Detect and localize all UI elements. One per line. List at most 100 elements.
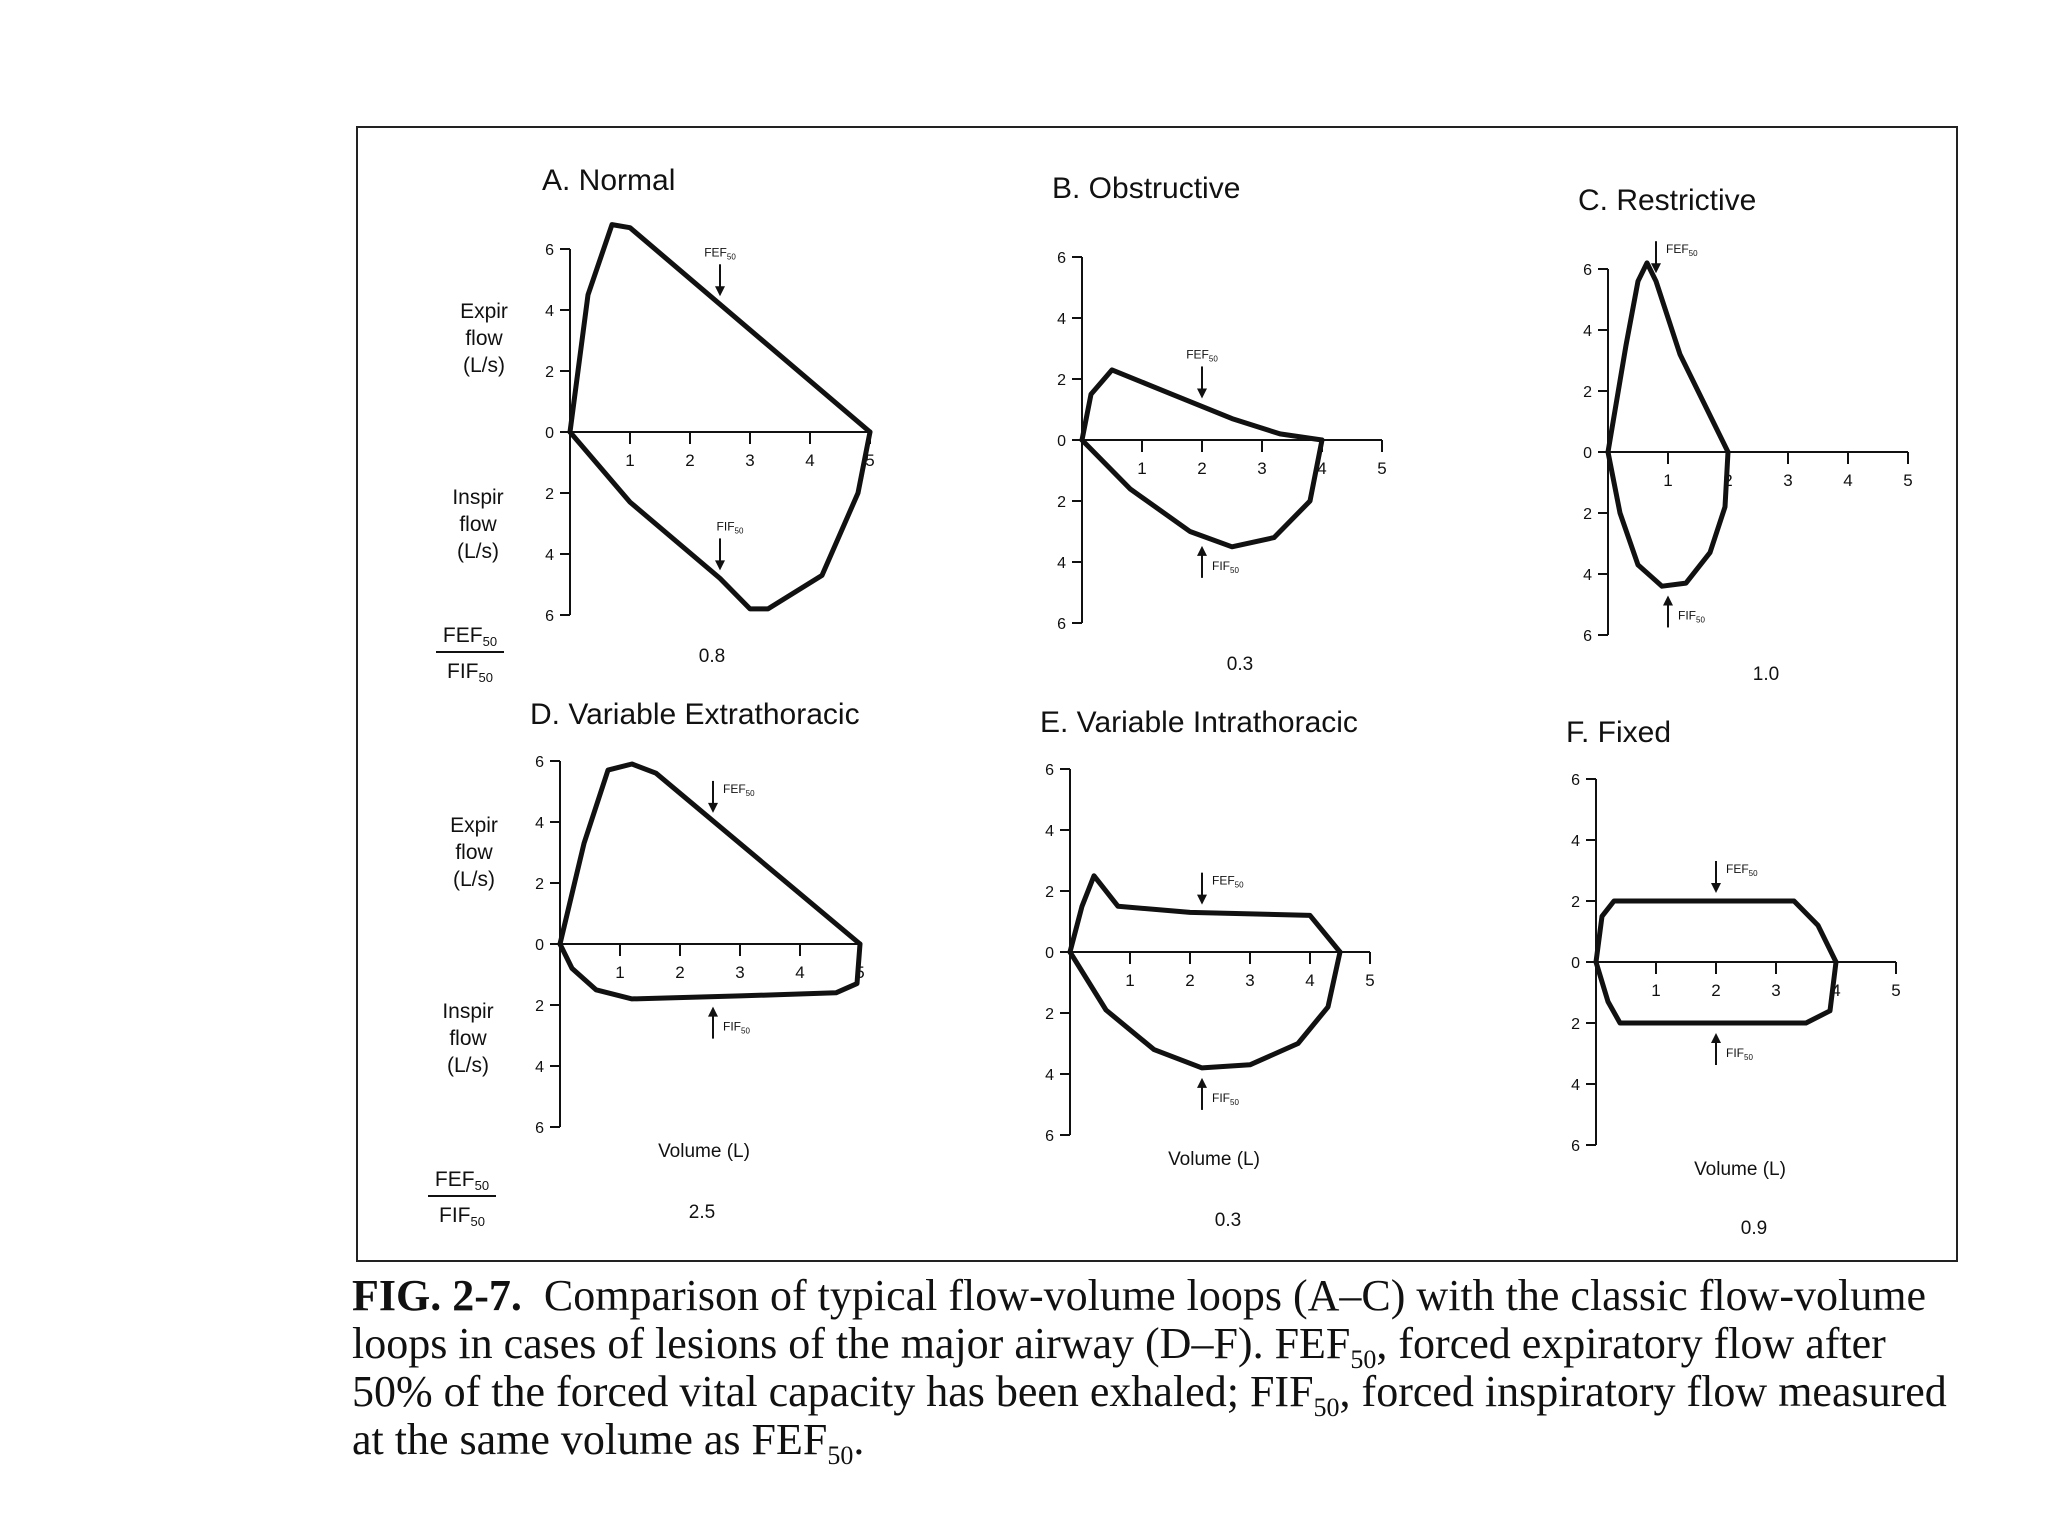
x-tick-label: 5 [1377, 459, 1386, 478]
label-subscript: 50 [746, 789, 755, 798]
fef-label: FEF50 [1212, 874, 1244, 890]
label-subscript: 50 [1749, 869, 1758, 878]
caption-sub-2: 50 [1313, 1392, 1340, 1422]
expiratory-curve [1593, 898, 1839, 965]
inspir-flow-label-line: (L/s) [457, 540, 499, 563]
label-subscript: 50 [1696, 615, 1705, 624]
y-tick-label: 6 [545, 242, 554, 259]
fif-arrow: FIF50 [1197, 1077, 1239, 1110]
chart-title: C. Restrictive [1578, 184, 1756, 217]
arrow-head [715, 560, 725, 571]
x-tick-label: 3 [735, 963, 744, 982]
chart-panel-b: B. Obstructive 6 4 2 0 2 4 6 1 2 3 4 5 FEF50 FIF50 0.3 [1052, 172, 1387, 675]
y-tick-label: 6 [535, 754, 544, 771]
fif-label: FIF50 [1678, 608, 1705, 624]
fef-fif-ratio-label-bottom: FEF50 FIF50 [428, 1168, 496, 1229]
fef-fif-ratio-value: 0.3 [1215, 1210, 1241, 1231]
y-tick-label: 4 [1045, 823, 1054, 840]
fif-label: FIF50 [1212, 1091, 1239, 1107]
y-tick-label: 2 [1583, 506, 1592, 523]
x-tick-label: 3 [1783, 471, 1792, 490]
ratio-sub: 50 [475, 1178, 489, 1193]
y-tick-label: 4 [1057, 555, 1066, 572]
arrow-head [1197, 388, 1207, 399]
arrow-head [715, 286, 725, 297]
y-tick-label: 2 [1057, 372, 1066, 389]
fef-arrow: FEF50 [1651, 241, 1698, 274]
y-tick-label: 6 [1045, 1128, 1054, 1145]
fef-fif-ratio-value: 1.0 [1753, 664, 1779, 685]
ratio-numerator: FEF50 [435, 1168, 489, 1193]
fif-arrow: FIF50 [708, 1006, 750, 1039]
y-tick-label: 4 [545, 303, 554, 320]
fef-label: FEF50 [723, 782, 755, 798]
inspiratory-curve [1605, 449, 1731, 589]
y-tick-label: 0 [1571, 955, 1580, 972]
y-tick-label: 4 [1583, 323, 1592, 340]
fif-label: FIF50 [717, 519, 744, 535]
expir-flow-label: Expir flow (L/s) [460, 300, 508, 377]
fef-label: FEF50 [1186, 347, 1218, 363]
expir-flow-label-line: (L/s) [463, 354, 505, 377]
x-tick-label: 1 [615, 963, 624, 982]
y-tick-label: 0 [545, 425, 554, 442]
x-tick-label: 4 [795, 963, 804, 982]
y-tick-label: 4 [535, 815, 544, 832]
x-tick-label: 4 [1831, 981, 1840, 1000]
ratio-sub: 50 [471, 1214, 485, 1229]
inspir-flow-label-lower: Inspir flow (L/s) [442, 1000, 493, 1077]
chart-panel-f: F. Fixed 6 4 2 0 2 4 6 1 2 3 4 5 FEF50 FIF50 Volume (L)… [1566, 716, 1901, 1239]
label-subscript: 50 [1235, 881, 1244, 890]
x-axis-label: Volume (L) [658, 1141, 750, 1162]
expiratory-curve [567, 222, 873, 435]
label-subscript: 50 [735, 526, 744, 535]
fef-arrow: FEF50 [1186, 347, 1218, 399]
y-tick-label: 0 [1583, 445, 1592, 462]
y-tick-label: 6 [1057, 616, 1066, 633]
y-tick-label: 6 [1057, 250, 1066, 267]
label-subscript: 50 [1744, 1053, 1753, 1062]
ratio-sub: 50 [483, 634, 497, 649]
arrow-head [1663, 595, 1673, 606]
fif-arrow: FIF50 [1711, 1033, 1753, 1065]
caption-sub-3: 50 [827, 1440, 854, 1470]
ratio-sub: 50 [479, 670, 493, 685]
x-tick-label: 1 [625, 451, 634, 470]
x-axis-label: Volume (L) [1168, 1149, 1260, 1170]
x-tick-label: 4 [1305, 971, 1314, 990]
y-tick-label: 4 [1583, 567, 1592, 584]
chart-panel-a: A. Normal 6 4 2 0 2 4 6 1 2 3 4 5 FEF50 FIF50 0.8 [542, 164, 875, 667]
chart-title: F. Fixed [1566, 716, 1671, 749]
y-tick-label: 0 [1045, 945, 1054, 962]
expir-flow-label-line: Expir [460, 300, 508, 323]
fif-label: FIF50 [1726, 1046, 1753, 1062]
y-tick-label: 2 [1571, 894, 1580, 911]
y-tick-label: 2 [535, 998, 544, 1015]
fef-arrow: FEF50 [1711, 861, 1758, 893]
expir-flow-label-lower-line: (L/s) [453, 868, 495, 891]
x-tick-label: 4 [805, 451, 814, 470]
label-subscript: 50 [1209, 354, 1218, 363]
caption-text-1: Comparison of typical flow-volume loops … [352, 1271, 1926, 1368]
y-tick-label: 6 [535, 1120, 544, 1137]
fif-arrow: FIF50 [1197, 545, 1239, 578]
x-tick-label: 5 [1903, 471, 1912, 490]
arrow-head [1711, 883, 1721, 893]
x-tick-label: 5 [865, 451, 874, 470]
x-tick-label: 2 [685, 451, 694, 470]
chart-title: D. Variable Extrathoracic [530, 698, 860, 731]
arrow-head [1651, 263, 1661, 274]
x-tick-label: 1 [1651, 981, 1660, 1000]
y-tick-label: 6 [1571, 772, 1580, 789]
inspir-flow-label-lower-line: (L/s) [447, 1054, 489, 1077]
fef-fif-ratio-value: 0.9 [1741, 1218, 1767, 1239]
chart-title: E. Variable Intrathoracic [1040, 706, 1358, 739]
y-tick-label: 6 [1583, 262, 1592, 279]
expiratory-curve [557, 761, 863, 947]
arrow-head [1711, 1033, 1721, 1043]
x-tick-label: 1 [1663, 471, 1672, 490]
y-tick-label: 4 [1571, 833, 1580, 850]
expiratory-curve [1079, 367, 1325, 443]
